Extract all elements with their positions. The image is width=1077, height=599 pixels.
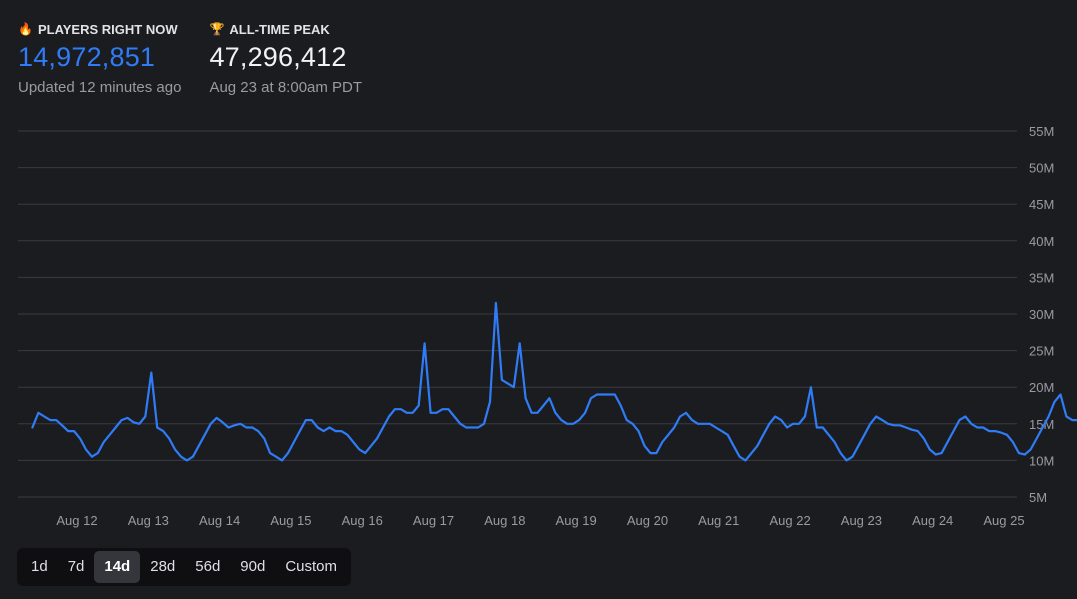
- all-time-peak-date: Aug 23 at 8:00am PDT: [209, 79, 363, 96]
- player-count-chart: 5M 10M 15M 20M 25M 30M 35M 40M 45M 50M 55M Aug 12 Au…: [18, 124, 1077, 528]
- x-tick-label: Aug 21: [698, 513, 739, 528]
- range-button-90d[interactable]: 90d: [240, 558, 266, 575]
- current-players-label: PLAYERS RIGHT NOW: [37, 21, 178, 37]
- y-tick-label: 15M: [1029, 417, 1054, 432]
- y-tick-label: 55M: [1029, 124, 1054, 139]
- range-button-28d[interactable]: 28d: [150, 558, 176, 575]
- current-players-value: 14,972,851: [18, 42, 156, 72]
- stats-panel: 🔥 PLAYERS RIGHT NOW 14,972,851 Updated 1…: [18, 20, 390, 97]
- x-tick-label: Aug 24: [912, 513, 953, 528]
- trophy-icon: 🏆: [209, 22, 225, 36]
- current-players-updated: Updated 12 minutes ago: [18, 79, 182, 96]
- x-tick-label: Aug 12: [56, 513, 97, 528]
- y-tick-label: 25M: [1029, 344, 1054, 359]
- all-time-peak-value: 47,296,412: [209, 42, 347, 72]
- range-button-56d[interactable]: 56d: [195, 558, 221, 575]
- x-tick-label: Aug 15: [270, 513, 311, 528]
- range-button-1d[interactable]: 1d: [31, 558, 48, 575]
- series-line: [31, 301, 1077, 462]
- x-tick-label: Aug 17: [413, 513, 454, 528]
- all-time-peak-label: ALL-TIME PEAK: [229, 21, 330, 37]
- x-tick-label: Aug 19: [556, 513, 597, 528]
- range-button-7d[interactable]: 7d: [67, 558, 85, 575]
- flame-icon: 🔥: [18, 22, 33, 36]
- current-players-header: 🔥 PLAYERS RIGHT NOW: [18, 20, 181, 38]
- all-time-peak-stat: 🏆 ALL-TIME PEAK 47,296,412 Aug 23 at 8:0…: [209, 20, 363, 97]
- all-time-peak-header: 🏆 ALL-TIME PEAK: [209, 20, 362, 38]
- time-range-selector: 1d 7d 14d 28d 56d 90d Custom: [17, 548, 352, 586]
- x-tick-label: Aug 16: [342, 513, 383, 528]
- x-tick-label: Aug 23: [841, 513, 882, 528]
- y-tick-label: 35M: [1029, 270, 1054, 285]
- y-tick-label: 5M: [1029, 490, 1047, 505]
- range-button-14d[interactable]: 14d: [94, 551, 141, 583]
- x-tick-label: Aug 18: [484, 513, 525, 528]
- x-tick-label: Aug 20: [627, 513, 668, 528]
- y-tick-label: 45M: [1029, 197, 1054, 212]
- y-tick-label: 10M: [1029, 453, 1054, 468]
- y-tick-label: 30M: [1029, 307, 1054, 322]
- x-tick-label: Aug 13: [128, 513, 169, 528]
- y-tick-label: 50M: [1029, 161, 1054, 176]
- y-tick-label: 40M: [1029, 234, 1054, 249]
- x-tick-label: Aug 14: [199, 513, 240, 528]
- x-tick-label: Aug 25: [983, 513, 1024, 528]
- range-button-custom[interactable]: Custom: [285, 558, 338, 575]
- y-tick-label: 20M: [1029, 380, 1054, 395]
- current-players-stat: 🔥 PLAYERS RIGHT NOW 14,972,851 Updated 1…: [18, 20, 182, 97]
- x-tick-label: Aug 22: [769, 513, 810, 528]
